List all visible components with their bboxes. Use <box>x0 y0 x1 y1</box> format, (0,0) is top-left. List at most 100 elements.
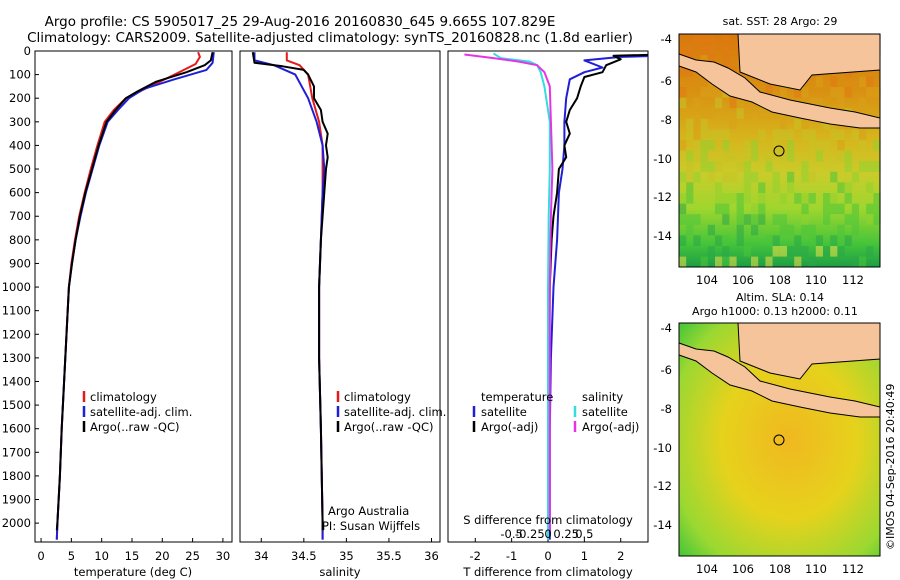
sst-pixel <box>801 171 809 183</box>
sst-pixel <box>787 150 795 162</box>
sst-pixel <box>693 171 701 183</box>
sla-xtick: 112 <box>842 562 864 576</box>
sst-pixel <box>736 108 744 119</box>
sst-pixel <box>686 150 694 162</box>
sst-pixel <box>779 224 787 236</box>
sst-pixel <box>772 235 780 246</box>
sst-pixel <box>815 150 823 162</box>
sst-xtick: 110 <box>805 273 827 287</box>
sst-pixel <box>700 256 708 268</box>
sst-pixel <box>837 246 845 257</box>
sst-pixel <box>837 87 845 98</box>
sst-pixel <box>808 171 816 183</box>
sst-pixel <box>715 161 723 172</box>
sst-pixel <box>729 97 737 109</box>
sst-pixel <box>815 97 823 109</box>
legend-label-satellite: satellite-adj. clim. <box>90 405 192 419</box>
sst-pixel <box>736 224 744 236</box>
salinity-x-axis: 34 34.5 35 35.5 36 <box>254 538 439 563</box>
sst-pixel <box>808 140 816 151</box>
sst-pixel <box>837 182 845 193</box>
salinity-x-label: salinity <box>319 565 360 579</box>
sst-pixel <box>794 87 802 98</box>
sst-pixel <box>787 224 795 236</box>
series-line-argo-raw-qc- <box>55 51 214 531</box>
sst-pixel <box>700 44 708 56</box>
depth-tick-label: 300 <box>9 115 31 129</box>
sst-pixel <box>772 108 780 119</box>
depth-tick-label: 1800 <box>2 469 31 483</box>
sst-pixel <box>722 214 730 225</box>
legend-label-s-argo: Argo(-adj) <box>582 420 639 434</box>
sst-pixel <box>700 161 708 172</box>
sst-pixel <box>808 235 816 246</box>
sst-pixel <box>866 203 874 215</box>
sst-pixel <box>772 140 780 151</box>
depth-tick-label: 1100 <box>2 304 31 318</box>
temperature-x-axis: 0 5 10 15 20 25 30 <box>37 538 230 563</box>
sst-pixel <box>686 193 694 204</box>
sst-pixel <box>866 161 874 172</box>
sst-pixel <box>700 150 708 162</box>
sst-pixel <box>715 193 723 204</box>
sst-ytick: -8 <box>661 113 672 127</box>
sst-pixel <box>679 214 687 225</box>
legend-label-s-satellite: satellite <box>582 405 628 419</box>
series-line-s-argo-adj- <box>464 53 554 531</box>
sla-ytick: -10 <box>653 441 672 455</box>
depth-tick-label: 1500 <box>2 398 31 412</box>
x-tick-label: 1 <box>581 549 588 563</box>
series-line-s-satellite <box>492 52 551 540</box>
sst-pixel <box>815 76 823 87</box>
sst-pixel <box>729 193 737 204</box>
sst-pixel <box>729 150 737 162</box>
sst-pixel <box>693 235 701 246</box>
sst-map-frame <box>678 33 881 268</box>
depth-tick-label: 1600 <box>2 422 31 436</box>
sst-pixel <box>715 235 723 246</box>
depth-tick-label: 1900 <box>2 493 31 507</box>
sst-pixel <box>873 193 881 204</box>
sst-pixel <box>722 44 730 56</box>
legend-label-climatology: climatology <box>90 390 157 404</box>
sst-pixel <box>736 214 744 225</box>
sst-pixel <box>715 256 723 268</box>
difference-legend: temperature satellite Argo(-adj) salinit… <box>472 390 639 434</box>
sst-pixel <box>801 214 809 225</box>
sst-pixel <box>844 182 852 193</box>
depth-tick-label: 200 <box>9 91 31 105</box>
sla-map-subtitle: Argo h1000: 0.13 h2000: 0.11 <box>692 305 858 318</box>
sst-pixel <box>801 161 809 172</box>
sst-pixel <box>772 171 780 183</box>
sst-pixel <box>859 161 867 172</box>
legend-label-climatology: climatology <box>344 390 411 404</box>
depth-tick-label: 1200 <box>2 327 31 341</box>
sst-pixel <box>758 129 766 140</box>
sst-pixel <box>693 97 701 109</box>
salinity-series <box>251 52 329 540</box>
sst-pixel <box>794 246 802 257</box>
sst-pixel <box>808 193 816 204</box>
sst-pixel <box>837 235 845 246</box>
sst-pixel <box>866 246 874 257</box>
sst-pixel <box>700 129 708 140</box>
sst-pixel <box>830 203 838 215</box>
sst-pixel <box>765 256 773 268</box>
sst-pixel <box>823 246 831 257</box>
sst-ytick: -4 <box>661 32 672 46</box>
sst-pixel <box>715 87 723 98</box>
sst-pixel <box>758 203 766 215</box>
sst-pixel <box>679 171 687 183</box>
x-tick-label: 35.5 <box>376 549 402 563</box>
sst-pixel <box>823 214 831 225</box>
sst-pixel <box>686 44 694 56</box>
temperature-plot-frame <box>34 50 233 543</box>
sst-pixel <box>851 256 859 268</box>
depth-tick-label: 1400 <box>2 374 31 388</box>
sst-pixel <box>859 256 867 268</box>
sst-pixel <box>823 118 831 130</box>
sst-pixel <box>679 256 687 268</box>
sst-ytick: -12 <box>653 190 672 204</box>
sst-pixel <box>736 203 744 215</box>
depth-tick-label: 800 <box>9 233 31 247</box>
